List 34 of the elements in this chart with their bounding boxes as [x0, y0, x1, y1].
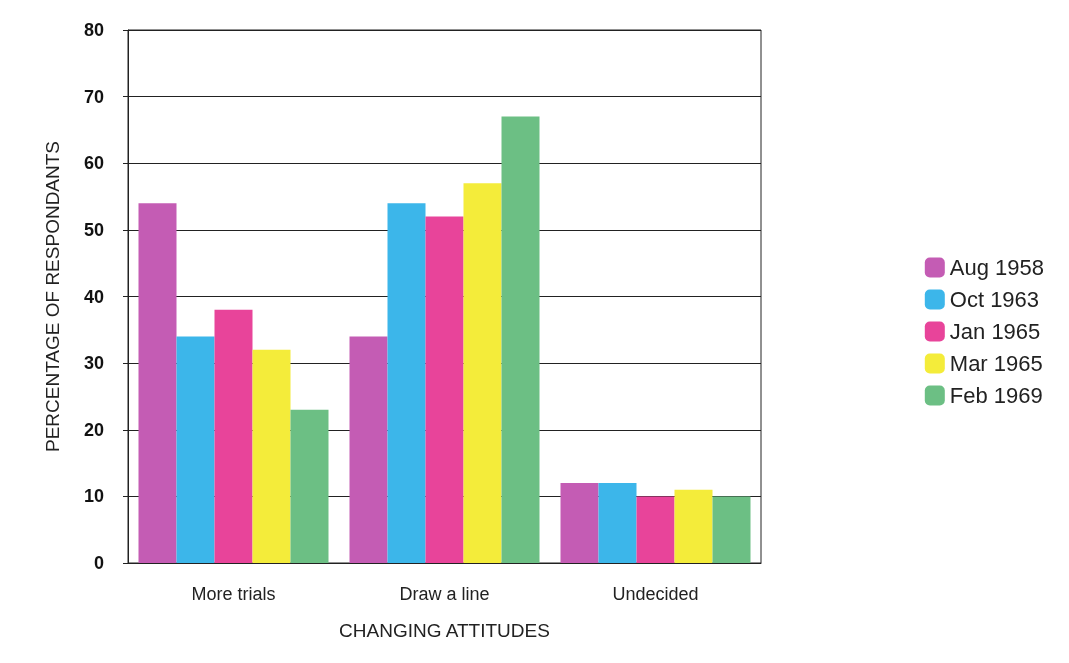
- legend-label: Feb 1969: [949, 383, 1043, 408]
- bar: [560, 483, 599, 563]
- bar: [463, 183, 502, 563]
- bar: [636, 496, 675, 563]
- bar: [252, 349, 291, 563]
- x-tick-label: Draw a line: [399, 584, 490, 604]
- bar: [214, 309, 253, 563]
- bar: [674, 489, 713, 563]
- legend-label: Jan 1965: [949, 319, 1041, 344]
- x-tick-label: Undecided: [612, 584, 699, 604]
- y-tick-label: 10: [83, 486, 104, 507]
- bar: [712, 496, 751, 563]
- legend-label: Mar 1965: [949, 351, 1043, 376]
- x-tick-label: More trials: [191, 584, 276, 604]
- y-tick-label: 50: [83, 219, 104, 240]
- y-tick-label: 80: [83, 20, 104, 40]
- bar: [425, 216, 464, 563]
- bar: [290, 409, 329, 563]
- legend-label: Oct 1963: [949, 287, 1040, 312]
- y-tick-label: 0: [93, 553, 104, 573]
- y-tick-label: 30: [83, 353, 104, 374]
- y-tick-label: 40: [83, 286, 104, 307]
- bar: [598, 483, 637, 563]
- bar: [387, 203, 426, 563]
- bar: [349, 336, 388, 563]
- y-axis-title: PERCENTAGE OF RESPONDANTS: [42, 140, 63, 453]
- y-tick-label: 20: [83, 419, 104, 440]
- y-tick-label: 60: [83, 153, 104, 174]
- legend-label: Aug 1958: [949, 255, 1044, 280]
- x-axis-title: CHANGING ATTITUDES: [339, 620, 550, 641]
- bar: [501, 116, 540, 563]
- y-tick-label: 70: [83, 86, 104, 107]
- bar: [176, 336, 215, 563]
- bar: [138, 203, 177, 563]
